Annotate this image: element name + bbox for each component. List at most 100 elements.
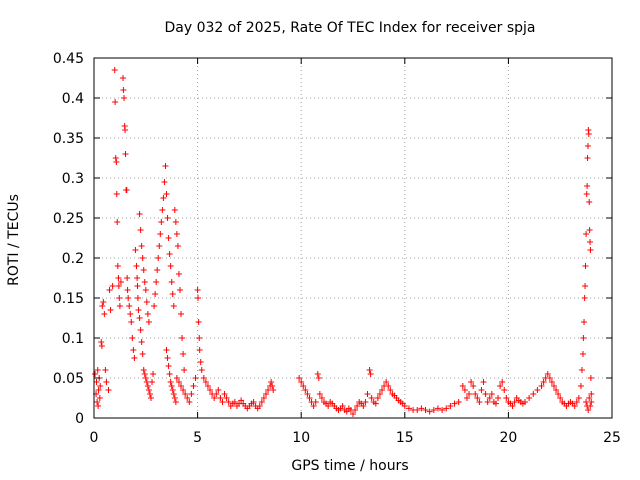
data-point	[306, 395, 313, 401]
data-point	[581, 319, 588, 325]
data-point	[422, 407, 429, 413]
data-point	[158, 219, 165, 225]
data-point	[124, 275, 131, 281]
data-point	[354, 403, 361, 409]
data-point	[112, 99, 119, 105]
data-point	[451, 400, 458, 407]
data-point	[202, 379, 209, 385]
data-point	[109, 283, 116, 289]
data-point	[511, 399, 518, 405]
data-point	[171, 395, 178, 401]
data-point	[166, 251, 173, 257]
data-point	[138, 243, 145, 249]
data-point	[447, 403, 454, 409]
data-point	[173, 231, 180, 237]
data-point	[461, 387, 468, 393]
ticks-layer	[93, 57, 613, 419]
data-point	[131, 355, 138, 361]
data-point	[265, 387, 272, 393]
data-point	[215, 387, 222, 393]
data-point	[107, 307, 114, 313]
data-point	[95, 403, 102, 409]
data-point	[499, 379, 506, 385]
data-point	[296, 375, 303, 381]
data-point	[180, 351, 187, 357]
y-tick-label: 0.4	[62, 91, 84, 107]
data-point	[195, 295, 202, 301]
data-point	[488, 391, 495, 397]
data-point	[156, 243, 163, 249]
data-point	[463, 395, 470, 401]
data-point	[521, 399, 528, 405]
data-point	[140, 367, 147, 373]
data-point	[139, 351, 146, 357]
plot-frame	[93, 57, 613, 419]
data-point	[101, 311, 108, 317]
data-point	[115, 283, 122, 289]
data-point	[315, 375, 322, 381]
grid-layer	[94, 58, 612, 418]
data-point	[585, 131, 592, 137]
data-point	[497, 383, 504, 389]
data-point	[196, 347, 203, 353]
data-point	[168, 383, 175, 389]
data-point	[586, 227, 593, 233]
data-point	[557, 395, 564, 401]
data-point	[175, 379, 182, 385]
data-point	[439, 407, 446, 413]
data-point	[114, 219, 121, 225]
data-point	[136, 315, 143, 321]
data-point	[364, 391, 371, 397]
data-point	[582, 283, 589, 289]
data-point	[145, 387, 152, 393]
data-point	[372, 400, 379, 407]
data-point	[116, 295, 123, 301]
data-point	[133, 263, 140, 269]
data-point	[154, 267, 161, 273]
x-tick-label: 0	[90, 430, 99, 446]
data-point	[374, 395, 381, 401]
data-point	[586, 395, 593, 401]
data-point	[152, 291, 159, 297]
data-point	[111, 67, 118, 73]
data-point	[588, 399, 595, 405]
data-point	[198, 367, 205, 373]
data-point	[231, 399, 238, 405]
data-point	[113, 159, 120, 165]
data-point	[167, 263, 174, 269]
data-point	[269, 383, 276, 389]
data-point	[176, 287, 183, 293]
data-point	[100, 299, 107, 305]
data-point	[151, 303, 158, 309]
data-point	[141, 371, 148, 377]
x-tick-label: 5	[193, 430, 202, 446]
data-point	[544, 371, 551, 377]
tick-labels-layer: 0 5 10 15 20 25 0 0.05 0.1 0.15 0.2 0.25 0.3 0.35 0.4 0…	[53, 51, 621, 446]
data-point	[482, 391, 489, 397]
data-point	[213, 391, 220, 397]
chart-title: Day 032 of 2025, Rate Of TEC Index for r…	[164, 20, 535, 36]
data-point	[143, 299, 150, 305]
data-point	[117, 279, 124, 285]
data-point	[534, 387, 541, 393]
data-point	[166, 371, 173, 377]
data-point	[466, 391, 473, 397]
data-point	[157, 231, 164, 237]
data-point	[434, 405, 441, 412]
data-point	[575, 395, 582, 401]
data-point	[476, 399, 483, 405]
data-point	[196, 335, 203, 341]
data-point	[92, 371, 99, 377]
data-point	[123, 187, 130, 193]
data-point	[197, 359, 204, 365]
data-point	[136, 211, 143, 217]
data-point	[211, 395, 218, 401]
data-point	[122, 151, 129, 157]
data-point	[526, 395, 533, 401]
data-point	[256, 403, 263, 409]
data-point	[474, 395, 481, 401]
data-point	[366, 367, 373, 373]
data-point	[121, 95, 128, 101]
